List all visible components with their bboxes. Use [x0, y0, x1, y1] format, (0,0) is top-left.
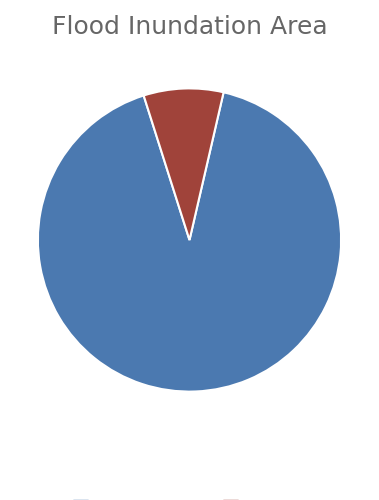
Legend: COMBINE FLU PLU, ONLY FLU: COMBINE FLU PLU, ONLY FLU [67, 495, 312, 500]
Wedge shape [38, 92, 341, 392]
Text: Flood Inundation Area: Flood Inundation Area [52, 15, 327, 39]
Wedge shape [144, 88, 224, 240]
